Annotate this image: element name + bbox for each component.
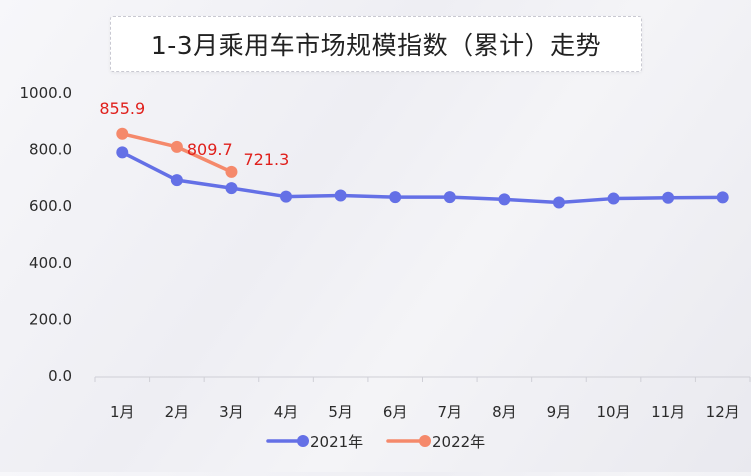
data-label: 809.7 (187, 140, 233, 159)
legend-marker-1 (419, 435, 431, 447)
legend-marker-0 (297, 435, 309, 447)
x-tick-label: 3月 (219, 403, 244, 421)
data-label: 721.3 (243, 150, 289, 169)
data-point (389, 191, 402, 204)
x-tick-label: 12月 (706, 403, 740, 421)
data-label: 855.9 (99, 99, 145, 118)
data-point (716, 191, 729, 204)
data-point (280, 190, 293, 203)
y-tick-label: 600.0 (29, 197, 72, 215)
y-tick-label: 400.0 (29, 254, 72, 272)
data-point (170, 140, 183, 153)
x-tick-label: 5月 (328, 403, 353, 421)
x-tick-label: 8月 (492, 403, 517, 421)
data-point (170, 174, 183, 187)
data-point (334, 189, 347, 202)
x-tick-label: 6月 (383, 403, 408, 421)
data-point (116, 127, 129, 140)
y-tick-label: 1000.0 (20, 84, 73, 102)
data-point (116, 146, 129, 159)
x-tick-label: 7月 (438, 403, 463, 421)
data-point (552, 196, 565, 209)
x-tick-label: 4月 (274, 403, 299, 421)
y-tick-label: 0.0 (48, 367, 72, 385)
y-tick-label: 200.0 (29, 310, 72, 328)
x-tick-label: 2月 (165, 403, 190, 421)
x-tick-label: 1月 (110, 403, 135, 421)
data-point (498, 193, 511, 206)
chart-title: 1-3月乘用车市场规模指数（累计）走势 (110, 16, 642, 72)
x-tick-label: 10月 (596, 403, 630, 421)
data-point (662, 191, 675, 204)
x-tick-label: 11月 (651, 403, 685, 421)
data-point (443, 191, 456, 204)
legend-label-0: 2021年 (310, 433, 363, 451)
series-line-0 (120, 150, 725, 205)
data-point (607, 192, 620, 205)
y-tick-label: 800.0 (29, 141, 72, 159)
data-point (225, 165, 238, 178)
x-tick-label: 9月 (547, 403, 572, 421)
data-point (225, 182, 238, 195)
legend-label-1: 2022年 (432, 433, 485, 451)
